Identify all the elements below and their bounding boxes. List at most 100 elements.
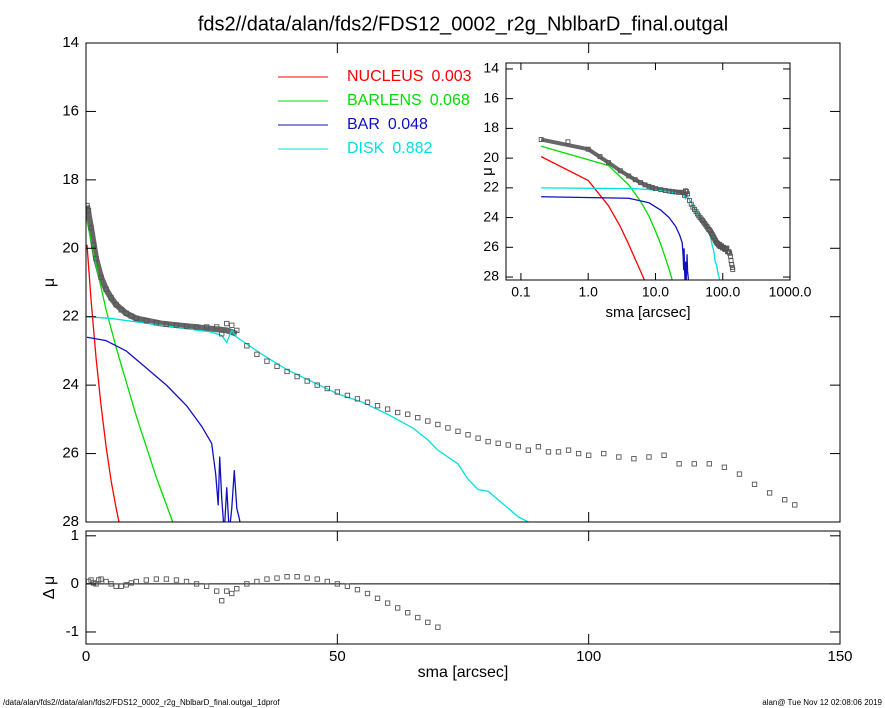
data-point [736, 471, 743, 477]
data-point [646, 183, 652, 189]
y-axis-label: μ [479, 167, 496, 176]
series-line [86, 220, 174, 522]
data-point [405, 411, 411, 417]
data-point [374, 403, 381, 409]
legend-fraction: 0.882 [392, 140, 432, 157]
y-tick-label: 0 [71, 575, 79, 592]
data-point [93, 255, 99, 262]
data-point [229, 590, 235, 597]
data-point [597, 154, 603, 160]
series-line [541, 196, 690, 280]
data-point [284, 368, 290, 375]
data-point [334, 389, 340, 395]
data-point [364, 590, 371, 597]
legend-name: BAR [347, 116, 380, 133]
series-line [540, 145, 673, 280]
data-point [676, 461, 682, 467]
data-point [673, 189, 679, 195]
y-tick-label: 16 [483, 89, 499, 105]
data-point [344, 392, 351, 399]
data-point [284, 574, 290, 580]
data-point [294, 574, 300, 580]
y-tick-label: 18 [62, 171, 79, 188]
plot-area [86, 574, 840, 630]
data-point [193, 581, 200, 587]
data-point [90, 242, 97, 248]
y-tick-label: 14 [62, 34, 79, 51]
data-point [128, 313, 134, 319]
data-point [118, 307, 124, 313]
series-line [86, 204, 238, 337]
x-tick-label: 150 [827, 648, 852, 665]
legend-name: DISK [347, 140, 385, 157]
data-point [108, 581, 114, 587]
data-point [219, 598, 225, 604]
data-point [304, 575, 310, 581]
data-point [691, 461, 697, 467]
panel: 14 16 18 20 22 24 26 28 μ [41, 34, 841, 530]
data-point [631, 456, 637, 462]
data-point [605, 160, 611, 166]
data-point [88, 225, 94, 231]
y-tick-label: 20 [483, 149, 499, 165]
data-point [274, 363, 280, 369]
data-point [706, 461, 712, 467]
data-point [384, 600, 391, 606]
data-point [586, 452, 592, 458]
data-point [98, 576, 104, 582]
data-point [384, 406, 391, 412]
x-tick-label: 100 [576, 648, 601, 665]
x-axis-label: sma [arcsec] [418, 664, 509, 681]
data-point [374, 595, 381, 601]
footer-right: alan@ Tue Nov 12 02:08:06 2019 [762, 698, 882, 707]
data-point [515, 444, 521, 450]
data-point [118, 583, 124, 589]
x-tick-label: 0 [82, 648, 90, 665]
data-point [314, 382, 320, 388]
plot-area [538, 137, 736, 280]
data-point [244, 343, 250, 349]
data-point [626, 173, 632, 179]
data-point [133, 315, 139, 322]
data-point [726, 249, 732, 255]
data-point [565, 447, 572, 453]
data-point [766, 490, 773, 496]
data-point [334, 581, 340, 587]
y-tick-label: 16 [62, 102, 79, 119]
y-tick-label: 18 [483, 119, 499, 135]
data-point [234, 327, 240, 334]
data-point [585, 146, 591, 152]
y-tick-label: 20 [62, 239, 79, 256]
data-point [143, 577, 149, 583]
plot-area [86, 202, 798, 522]
legend-label: NUCLEUS 0.003 [347, 68, 472, 85]
data-point [123, 310, 129, 316]
data-point [153, 320, 160, 326]
data-point [203, 583, 210, 589]
data-point [545, 449, 552, 455]
data-point [244, 581, 250, 587]
data-point [103, 286, 109, 292]
data-point [638, 180, 643, 186]
data-point [661, 452, 667, 458]
x-tick-label: 1000.0 [769, 284, 812, 300]
data-point [163, 576, 170, 582]
data-point [555, 449, 562, 455]
frame [505, 62, 791, 281]
data-point [314, 576, 320, 582]
data-point [653, 186, 658, 192]
y-tick-label: 22 [62, 308, 79, 325]
data-point [354, 396, 361, 402]
y-tick-label: 1 [71, 527, 79, 544]
data-point [425, 619, 431, 626]
y-tick-label: 24 [62, 376, 79, 393]
data-point [224, 588, 230, 594]
y-tick-label: -1 [66, 623, 79, 640]
data-point [445, 425, 451, 431]
data-point [685, 191, 691, 197]
data-point [649, 185, 655, 191]
data-point [616, 454, 622, 460]
data-point [535, 444, 542, 450]
data-point [173, 322, 180, 328]
